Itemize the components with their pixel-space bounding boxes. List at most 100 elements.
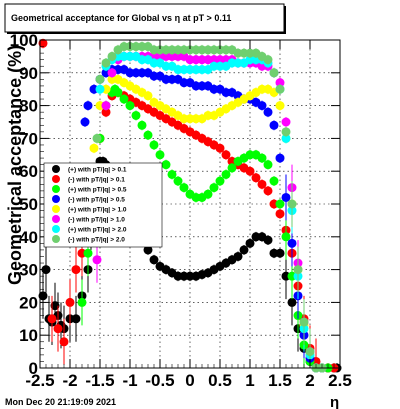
y-tick-label: 10 [19, 326, 38, 345]
legend-marker [52, 185, 60, 193]
data-point [269, 176, 279, 186]
y-tick-label: 100 [10, 31, 38, 50]
data-point [38, 38, 48, 48]
x-tick-label: 1.5 [268, 371, 292, 390]
data-point [281, 192, 291, 202]
data-point [305, 347, 315, 357]
data-point [71, 265, 81, 275]
data-point [269, 68, 279, 78]
data-point [233, 251, 243, 261]
y-tick-label: 70 [19, 129, 38, 148]
x-tick-label: -1 [122, 371, 137, 390]
legend-marker [52, 165, 60, 173]
plot-data [38, 38, 342, 373]
legend-entry: (+) with pT/|q| > 0.5 [68, 187, 127, 194]
legend-entry: (-) with pT/|q| > 0.1 [68, 177, 125, 184]
x-tick-label: -2.5 [25, 371, 54, 390]
x-tick-label: -2 [62, 371, 77, 390]
data-point [101, 107, 111, 117]
y-tick-label: 20 [19, 293, 38, 312]
data-point [263, 160, 273, 170]
data-point [257, 153, 267, 163]
x-tick-label: -0.5 [145, 371, 174, 390]
data-point [107, 68, 117, 78]
data-point [275, 248, 285, 258]
data-point [53, 324, 63, 334]
x-axis-title: η [330, 394, 339, 409]
data-point [275, 78, 285, 88]
data-point [275, 84, 285, 94]
y-tick-label: 60 [19, 162, 38, 181]
data-point [221, 169, 231, 179]
data-point [263, 235, 273, 245]
data-point [95, 74, 105, 84]
data-point [50, 301, 60, 311]
data-point [221, 150, 231, 160]
data-point [263, 55, 273, 65]
data-point [293, 265, 303, 275]
data-point [80, 117, 90, 127]
data-point [227, 163, 237, 173]
data-point [101, 101, 111, 111]
legend-entry: (-) with pT/|q| > 2.0 [68, 237, 125, 244]
x-tick-label: 2 [305, 371, 314, 390]
y-tick-label: 40 [19, 228, 38, 247]
x-tick-label: -1.5 [85, 371, 114, 390]
data-point [149, 255, 159, 265]
axis-ticks: -2.5 -2 -1.5 -1 -0.5 0 0.5 1 1.5 2 2.5 0 10 20 30 40 50 6… [10, 31, 352, 390]
data-point [101, 58, 111, 68]
x-tick-label: 0.5 [208, 371, 232, 390]
x-tick-label: 2.5 [328, 371, 352, 390]
data-point [269, 120, 279, 130]
legend-marker [52, 205, 60, 213]
data-point [137, 120, 147, 130]
legend-marker [52, 235, 60, 243]
data-point [287, 238, 297, 248]
data-point [275, 153, 285, 163]
data-point [275, 199, 285, 209]
data-point [281, 232, 291, 242]
data-point [149, 140, 159, 150]
legend-entry: (+) with pT/|q| > 2.0 [68, 227, 127, 234]
data-point [92, 133, 102, 143]
legend-entry: (-) with pT/|q| > 1.0 [68, 217, 125, 224]
data-point [77, 297, 87, 307]
data-point [263, 186, 273, 196]
legend-entry: (+) with pT/|q| > 1.0 [68, 207, 127, 214]
data-point [263, 107, 273, 117]
data-point [125, 101, 135, 111]
data-point [161, 160, 171, 170]
data-point [299, 317, 309, 327]
data-point [131, 110, 141, 120]
data-point [281, 133, 291, 143]
data-point [89, 143, 99, 153]
data-point [107, 51, 117, 61]
y-tick-label: 80 [19, 97, 38, 116]
data-point [143, 91, 153, 101]
data-point [251, 173, 261, 183]
data-point [215, 143, 225, 153]
data-point [287, 297, 297, 307]
x-tick-label: 0 [185, 371, 194, 390]
legend: (+) with pT/|q| > 0.1 (-) with pT/|q| > 0… [43, 162, 163, 248]
title-box: Geometrical acceptance for Global vs η a… [4, 3, 286, 34]
data-point [167, 169, 177, 179]
legend-entry: (-) with pT/|q| > 0.5 [68, 197, 125, 204]
y-axis-title: Geometrical acceptance (%) [5, 45, 25, 285]
data-point [281, 117, 291, 127]
data-point [119, 94, 129, 104]
data-point [257, 101, 267, 111]
data-point [71, 314, 81, 324]
data-point [203, 189, 213, 199]
y-tick-label: 0 [29, 359, 38, 378]
legend-box [43, 162, 163, 248]
data-point [143, 245, 153, 255]
timestamp-label: Mon Dec 20 21:19:09 2021 [5, 397, 116, 407]
legend-marker [52, 175, 60, 183]
data-point [287, 199, 297, 209]
y-tick-label: 90 [19, 64, 38, 83]
data-point [83, 101, 93, 111]
data-point [281, 127, 291, 137]
data-point [215, 176, 225, 186]
